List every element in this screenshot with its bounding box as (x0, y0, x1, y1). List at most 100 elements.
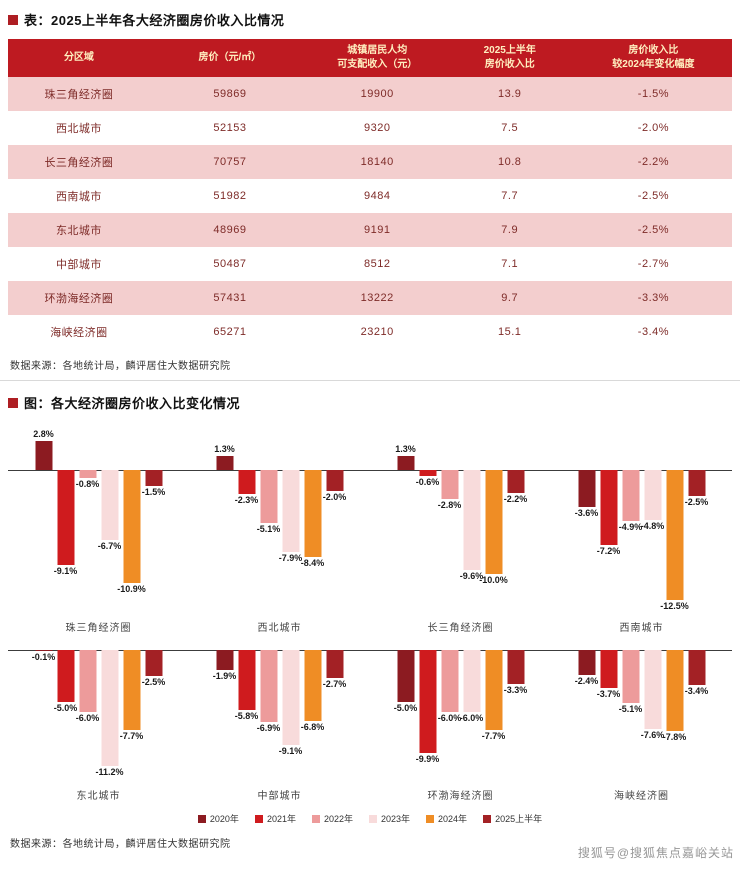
bar-value-label: -6.0% (437, 713, 462, 723)
bar-2022年 (260, 650, 277, 722)
bar-value-label: -3.4% (684, 686, 709, 696)
red-square-icon (8, 397, 18, 408)
bar-value-label: -10.9% (117, 584, 146, 594)
legend-item: 2022年 (311, 812, 353, 825)
bar-value-label: -2.5% (684, 497, 709, 507)
bar-2022年 (441, 650, 458, 712)
legend-item: 2023年 (369, 812, 410, 825)
bar-value-label: 1.3% (395, 444, 416, 454)
bar-value-label: 2.8% (33, 429, 54, 439)
value-cell: 15.1 (497, 326, 522, 338)
bar-value-label: -3.3% (503, 685, 528, 695)
bar-2025上半年 (688, 650, 705, 685)
bar-value-label: -7.2% (596, 546, 621, 556)
chart-source: 数据来源：各地统计局，麟评居住大数据研究院 (10, 839, 231, 850)
chart-group-label: 东北城市 (76, 791, 121, 802)
bar-value-label: 1.3% (214, 444, 235, 454)
bar-2023年 (282, 650, 299, 745)
bar-value-label: -9.6% (459, 571, 484, 581)
bar-2022年 (79, 650, 96, 712)
bar-2024年 (304, 650, 321, 721)
bar-value-label: -7.8% (662, 732, 687, 742)
value-cell: -3.4% (637, 326, 670, 338)
bar-value-label: -7.6% (640, 730, 665, 740)
bar-value-label: -5.8% (234, 711, 259, 721)
bar-2024年 (485, 470, 502, 574)
bar-2024年 (485, 650, 502, 730)
bar-value-label: -7.7% (119, 731, 144, 741)
zero-axis-line (8, 650, 732, 651)
legend-swatch (483, 814, 492, 823)
bar-value-label: -1.9% (212, 671, 237, 681)
legend-item: 2025上半年 (483, 812, 542, 825)
chart-group: -5.0% -9.9% -6.0% -6.0% -7.7% -3.3% 环渤海经济圈 (370, 636, 551, 804)
bar-2020年 (216, 456, 233, 470)
table-title: 表：2025上半年各大经济圈房价收入比情况 (24, 13, 285, 28)
bar-2023年 (282, 470, 299, 552)
bar-value-label: -0.1% (31, 652, 56, 662)
legend-label: 2020年 (209, 814, 239, 824)
chart-section-header: 图：各大经济圈房价收入比变化情况 (8, 393, 732, 412)
table-row: 海峡经济圈 65271 23210 15.1 -3.4% (8, 315, 732, 349)
bar-value-label: -3.6% (574, 508, 599, 518)
value-cell: 9191 (363, 224, 391, 236)
value-cell: 18140 (360, 156, 394, 168)
chart-group: -1.9% -5.8% -6.9% -9.1% -6.8% -2.7% 中部城市 (189, 636, 370, 804)
value-cell: 13.9 (497, 88, 522, 100)
bar-2020年 (397, 650, 414, 702)
value-cell: 9.7 (501, 292, 519, 304)
value-cell: -2.5% (637, 190, 670, 202)
table-row: 西北城市 52153 9320 7.5 -2.0% (8, 111, 732, 145)
bar-value-label: -10.0% (479, 575, 508, 585)
bar-2025上半年 (507, 650, 524, 684)
legend-label: 2024年 (438, 814, 468, 824)
chart-panel-row: 2.8% -9.1% -0.8% -6.7% -10.9% -1.5% 珠三角经济圈 1.3%… (8, 422, 732, 636)
legend-swatch (311, 814, 320, 823)
bar-2025上半年 (688, 470, 705, 496)
value-cell: 70757 (213, 156, 247, 168)
table-row: 中部城市 50487 8512 7.1 -2.7% (8, 247, 732, 281)
bar-2021年 (419, 470, 436, 476)
legend-label: 2021年 (266, 814, 296, 824)
bar-value-label: -6.7% (97, 541, 122, 551)
bar-2022年 (441, 470, 458, 499)
value-cell: -2.5% (637, 224, 670, 236)
value-cell: -2.2% (637, 156, 670, 168)
bar-value-label: -7.9% (278, 553, 303, 563)
bar-value-label: -5.0% (53, 703, 78, 713)
value-cell: 7.1 (501, 258, 519, 270)
bar-2021年 (57, 470, 74, 565)
table-row: 西南城市 51982 9484 7.7 -2.5% (8, 179, 732, 213)
value-cell: 57431 (213, 292, 247, 304)
bar-value-label: -2.5% (141, 677, 166, 687)
chart-group-label: 海峡经济圈 (614, 791, 669, 802)
value-cell: 51982 (213, 190, 247, 202)
bar-2021年 (419, 650, 436, 753)
region-cell: 环渤海经济圈 (44, 293, 114, 305)
bar-2024年 (666, 650, 683, 731)
column-header: 2025上半年 房价收入比 (444, 39, 575, 77)
red-square-icon (8, 14, 18, 25)
bar-value-label: -6.9% (256, 723, 281, 733)
legend-swatch (197, 814, 206, 823)
region-cell: 长三角经济圈 (44, 157, 114, 169)
bar-2023年 (644, 470, 661, 520)
bar-value-label: -5.1% (256, 524, 281, 534)
bar-2024年 (304, 470, 321, 557)
chart-group-label: 珠三角经济圈 (65, 623, 132, 634)
bar-2025上半年 (145, 470, 162, 486)
chart-group-label: 中部城市 (257, 791, 302, 802)
value-cell: -2.0% (637, 122, 670, 134)
bar-2024年 (666, 470, 683, 600)
chart-group: 2.8% -9.1% -0.8% -6.7% -10.9% -1.5% 珠三角经济圈 (8, 422, 189, 636)
chart-group-label: 西北城市 (257, 623, 302, 634)
bar-2021年 (57, 650, 74, 702)
value-cell: 10.8 (497, 156, 522, 168)
value-cell: 52153 (213, 122, 247, 134)
bar-value-label: -2.7% (322, 679, 347, 689)
watermark: 搜狐号@搜狐焦点嘉峪关站 (577, 846, 734, 860)
bar-value-label: -2.8% (437, 500, 462, 510)
value-cell: 19900 (360, 88, 394, 100)
bar-2020年 (397, 456, 414, 470)
value-cell: 13222 (360, 292, 394, 304)
